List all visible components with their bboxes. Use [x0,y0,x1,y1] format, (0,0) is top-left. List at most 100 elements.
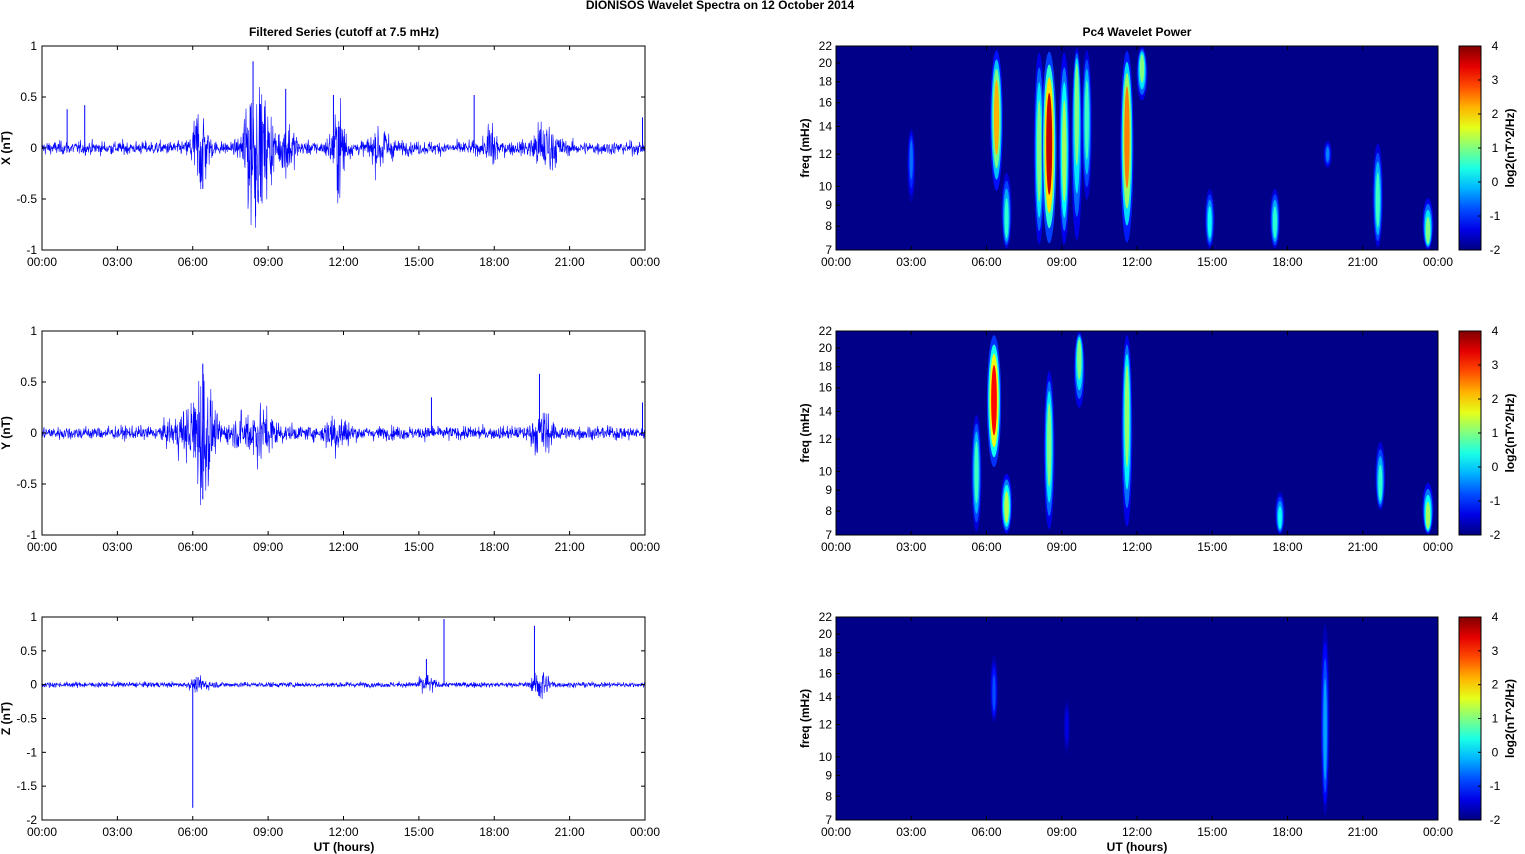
colorbar-tick-label: -1 [1490,779,1501,793]
time-series-trace [41,87,646,228]
left-x-axis-label: UT (hours) [314,840,375,854]
time-series-x-tick-label: 06:00 [178,255,208,269]
spectrogram-y-tick-label: 16 [819,381,833,395]
time-series-x-tick-label: 00:00 [27,825,57,839]
spectrogram-y-tick-label: 16 [819,666,833,680]
time-series-x-tick-label: 09:00 [253,540,283,554]
colorbar-tick-label: 1 [1492,712,1499,726]
colorbar-tick-label: 4 [1492,610,1499,624]
spectrogram-burst [1004,491,1009,524]
time-series-x-tick-label: 12:00 [328,825,358,839]
spectrogram-y-axis-label: freq (mHz) [798,403,812,462]
colorbar [1458,616,1482,821]
time-series-x-tick-label: 15:00 [404,825,434,839]
time-series-x-tick-label: 12:00 [328,255,358,269]
colorbar-tick-label: -2 [1490,528,1501,542]
colorbar-tick-label: 2 [1492,392,1499,406]
colorbar [1458,330,1482,536]
colorbar-tick-label: -1 [1490,494,1501,508]
spectrogram-y-tick-label: 12 [819,432,833,446]
colorbar-tick-label: 2 [1492,678,1499,692]
colorbar-tick-label: 3 [1492,358,1499,372]
time-series-y-tick-label: -1 [26,243,37,257]
time-series-y-axis-label: Y (nT) [0,416,13,450]
spectrogram-x-tick-label: 03:00 [896,540,926,554]
colorbar-label: log2(nT^2/Hz) [1503,108,1517,187]
spectrogram-x-tick-label: 18:00 [1272,540,1302,554]
spectrogram-burst [1046,92,1053,195]
colorbar-tick-label: 1 [1492,141,1499,155]
spectrogram-x-tick-label: 12:00 [1122,825,1152,839]
time-series-x-tick-label: 09:00 [253,825,283,839]
spectrogram-y-tick-label: 18 [819,646,833,660]
spectrogram-y-tick-label: 22 [819,610,833,624]
spectrogram-x-tick-label: 09:00 [1047,255,1077,269]
colorbar-tick-label: 3 [1492,73,1499,87]
spectrogram-burst [1065,710,1069,741]
time-series-y-tick-label: -1.5 [16,779,37,793]
time-series-x-tick-label: 21:00 [555,825,585,839]
spectrogram-burst [1278,506,1282,529]
spectrogram-burst [992,674,996,711]
time-series-plot-area [42,617,645,820]
spectrogram-x-tick-label: 21:00 [1348,825,1378,839]
spectrogram-burst [1004,197,1009,239]
spectrogram-x-tick-label: 09:00 [1047,825,1077,839]
time-series-y-tick-label: -1 [26,528,37,542]
time-series-x-tick-label: 00:00 [630,540,660,554]
spectrogram-burst [1207,206,1212,239]
spectrogram-y-tick-label: 14 [819,120,833,134]
spectrogram-burst [1272,206,1277,239]
spectrogram-burst [1062,99,1067,202]
spectrogram-burst [1323,678,1327,780]
spectrogram-y-tick-label: 16 [819,96,833,110]
spectrogram-background [836,617,1438,820]
colorbar-tick-label: 0 [1492,745,1499,759]
time-series-trace [41,374,646,506]
colorbar-label: log2(nT^2/Hz) [1503,679,1517,758]
time-series-y-tick-label: 0 [30,426,37,440]
spectrogram-y-axis-label: freq (mHz) [798,689,812,748]
spectrogram-x-tick-label: 06:00 [971,540,1001,554]
spectrogram-y-tick-label: 8 [825,504,832,518]
colorbar-tick-label: 1 [1492,426,1499,440]
spectrogram-x-tick-label: 00:00 [821,540,851,554]
spectrogram-burst [1047,402,1052,487]
time-series-y-tick-label: -2 [26,813,37,827]
spectrogram-burst [991,365,997,436]
spectrogram-y-tick-label: 18 [819,75,833,89]
colorbar-tick-label: 2 [1492,107,1499,121]
time-series-panel-2: -1 -0.5 0 0.5 1 00:00 03:00 06:00 09:00 12:00 15:0… [0,324,660,554]
spectrogram-x-tick-label: 00:00 [821,255,851,269]
spectrogram-burst [1325,146,1330,162]
time-series-x-tick-label: 21:00 [555,255,585,269]
spectrogram-x-tick-label: 00:00 [1423,825,1453,839]
spectrogram-y-tick-label: 7 [825,813,832,827]
time-series-y-tick-label: 1 [30,610,37,624]
time-series-x-tick-label: 06:00 [178,825,208,839]
time-series-x-tick-label: 15:00 [404,540,434,554]
spectrogram-y-tick-label: 14 [819,690,833,704]
spectrogram-x-tick-label: 21:00 [1348,540,1378,554]
time-series-y-tick-label: -0.5 [16,192,37,206]
colorbar [1458,45,1482,251]
time-series-x-tick-label: 06:00 [178,540,208,554]
spectrogram-burst [1378,464,1383,501]
spectrogram-x-tick-label: 00:00 [1423,255,1453,269]
spectrogram-burst [1077,339,1082,380]
spectrogram-burst [1084,80,1089,160]
spectrogram-y-tick-label: 12 [819,147,833,161]
time-series-x-tick-label: 00:00 [27,540,57,554]
spectrogram-y-tick-label: 14 [819,405,833,419]
time-series-x-tick-label: 03:00 [102,825,132,839]
time-series-y-tick-label: -0.5 [16,477,37,491]
spectrogram-burst [1037,99,1042,202]
colorbar-tick-label: 4 [1492,39,1499,53]
spectrogram-y-tick-label: 9 [825,483,832,497]
time-series-y-tick-label: 1 [30,39,37,53]
time-series-x-tick-label: 03:00 [102,255,132,269]
spectrogram-bursts [907,47,1434,250]
